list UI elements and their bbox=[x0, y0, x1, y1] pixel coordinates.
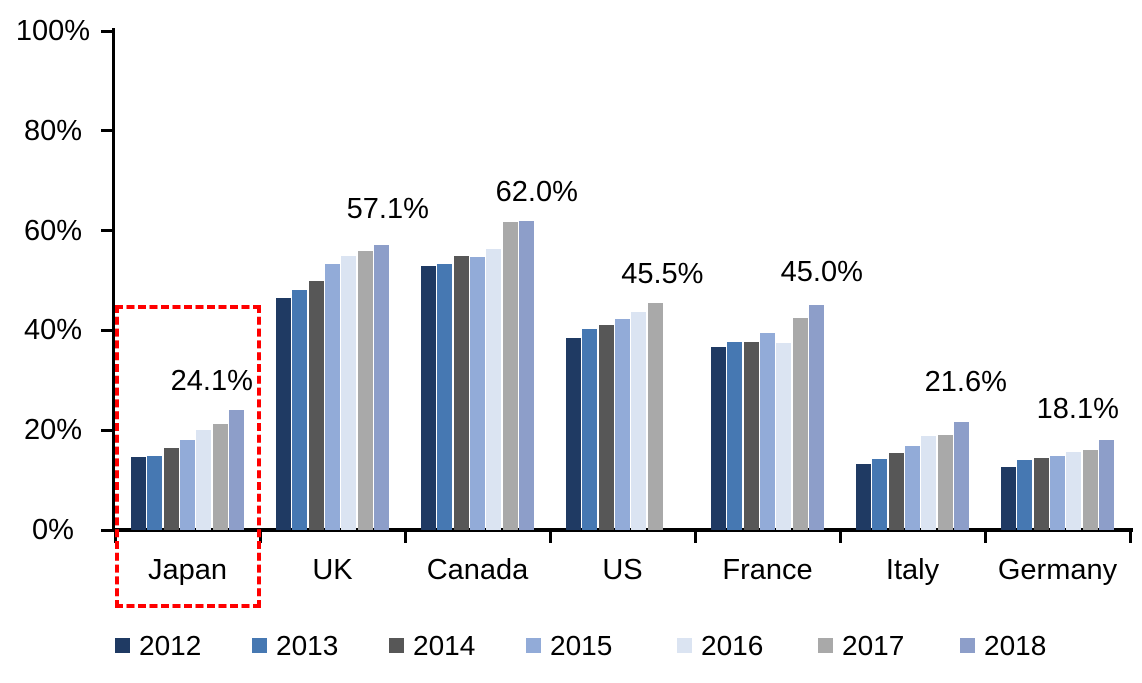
bar-germany-2013 bbox=[1017, 459, 1033, 530]
legend-label-2015: 2015 bbox=[550, 630, 613, 661]
data-label-japan: 24.1% bbox=[170, 364, 253, 397]
data-label-france: 45.0% bbox=[780, 256, 863, 289]
bar-japan-2018 bbox=[229, 409, 245, 530]
bar-italy-2014 bbox=[888, 453, 904, 530]
y-tick-20 bbox=[101, 428, 112, 432]
category-label-italy: Italy bbox=[885, 554, 940, 586]
y-axis-label-0: 0% bbox=[32, 514, 74, 546]
bar-france-2013 bbox=[727, 341, 743, 530]
bar-italy-2016 bbox=[921, 435, 937, 530]
data-label-us: 45.5% bbox=[621, 257, 704, 290]
legend-swatch-2015 bbox=[526, 638, 541, 653]
legend-label-2018: 2018 bbox=[984, 630, 1047, 661]
bar-canada-2013 bbox=[437, 263, 453, 530]
legend-swatch-2013 bbox=[252, 638, 267, 653]
bar-germany-2012 bbox=[1000, 467, 1016, 530]
bar-uk-2015 bbox=[325, 264, 340, 530]
bar-france-2015 bbox=[760, 333, 775, 530]
bar-canada-2012 bbox=[420, 265, 436, 530]
y-tick-0 bbox=[101, 528, 112, 532]
bar-japan-2013 bbox=[147, 455, 163, 530]
y-tick-60 bbox=[101, 229, 112, 233]
bar-japan-2014 bbox=[163, 447, 179, 530]
bar-germany-2018 bbox=[1099, 439, 1115, 530]
y-axis-label-100: 100% bbox=[15, 15, 91, 47]
bar-france-2014 bbox=[743, 341, 759, 530]
bar-uk-2018 bbox=[374, 245, 390, 530]
bar-us-2015 bbox=[615, 318, 630, 530]
bar-us-2017 bbox=[647, 302, 663, 530]
x-boundary-tick-2 bbox=[403, 528, 407, 543]
legend-label-2016: 2016 bbox=[701, 630, 764, 661]
y-axis-label-80: 80% bbox=[23, 114, 83, 147]
bar-germany-2015 bbox=[1050, 455, 1065, 530]
y-axis-line bbox=[111, 28, 115, 531]
bar-canada-2017 bbox=[502, 222, 518, 530]
bar-us-2012 bbox=[565, 338, 581, 530]
bar-japan-2012 bbox=[130, 456, 146, 530]
y-axis-label-40: 40% bbox=[23, 314, 83, 347]
bar-germany-2016 bbox=[1066, 452, 1082, 530]
category-label-uk: UK bbox=[312, 554, 353, 586]
legend-swatch-2018 bbox=[960, 638, 975, 653]
japan-highlight-box bbox=[115, 305, 261, 608]
y-axis-label-60: 60% bbox=[23, 214, 83, 247]
bar-us-2013 bbox=[582, 329, 598, 530]
bar-france-2017 bbox=[792, 318, 808, 530]
legend-swatch-2016 bbox=[677, 638, 692, 653]
bar-canada-2014 bbox=[453, 255, 469, 530]
bar-uk-2017 bbox=[357, 250, 373, 530]
bar-japan-2016 bbox=[196, 429, 212, 530]
bar-uk-2013 bbox=[292, 290, 308, 530]
bar-us-2014 bbox=[598, 325, 614, 530]
bar-germany-2017 bbox=[1082, 450, 1098, 530]
legend-swatch-2017 bbox=[818, 638, 833, 653]
x-boundary-tick-7 bbox=[1128, 528, 1132, 543]
bar-france-2016 bbox=[776, 343, 792, 530]
y-axis-label-20: 20% bbox=[23, 414, 83, 447]
data-label-germany: 18.1% bbox=[1036, 392, 1119, 425]
bar-uk-2014 bbox=[308, 280, 324, 530]
bar-japan-2015 bbox=[180, 440, 195, 530]
data-label-italy: 21.6% bbox=[924, 366, 1007, 399]
bar-italy-2012 bbox=[855, 463, 871, 530]
bar-germany-2014 bbox=[1033, 458, 1049, 530]
bar-uk-2016 bbox=[341, 255, 357, 530]
bar-italy-2017 bbox=[937, 434, 953, 530]
x-boundary-tick-3 bbox=[548, 528, 552, 543]
legend-label-2012: 2012 bbox=[139, 630, 202, 661]
bar-italy-2015 bbox=[905, 445, 920, 530]
bar-japan-2017 bbox=[212, 424, 228, 530]
legend-label-2017: 2017 bbox=[842, 630, 905, 661]
bar-italy-2018 bbox=[954, 422, 970, 530]
bar-us-2016 bbox=[631, 312, 647, 530]
legend-label-2013: 2013 bbox=[276, 630, 339, 661]
category-label-germany: Germany bbox=[997, 554, 1118, 586]
bar-italy-2013 bbox=[872, 459, 888, 530]
data-label-uk: 57.1% bbox=[346, 193, 429, 226]
legend-swatch-2012 bbox=[115, 638, 130, 653]
legend-swatch-2014 bbox=[389, 638, 404, 653]
y-tick-40 bbox=[101, 328, 112, 332]
y-tick-80 bbox=[101, 129, 112, 133]
legend-label-2014: 2014 bbox=[413, 630, 476, 661]
x-boundary-tick-6 bbox=[983, 528, 987, 543]
category-label-canada: Canada bbox=[426, 554, 529, 586]
bar-canada-2018 bbox=[519, 220, 535, 530]
bar-canada-2016 bbox=[486, 249, 502, 530]
bar-france-2012 bbox=[710, 347, 726, 530]
x-boundary-tick-4 bbox=[693, 528, 697, 543]
y-tick-100 bbox=[101, 29, 112, 33]
category-label-france: France bbox=[722, 554, 813, 586]
category-label-us: US bbox=[602, 554, 643, 586]
x-boundary-tick-5 bbox=[838, 528, 842, 543]
bar-france-2018 bbox=[809, 305, 825, 530]
data-label-canada: 62.0% bbox=[495, 175, 578, 208]
bar-canada-2015 bbox=[470, 256, 485, 530]
category-label-japan: Japan bbox=[147, 554, 227, 586]
bar-uk-2012 bbox=[275, 297, 291, 530]
